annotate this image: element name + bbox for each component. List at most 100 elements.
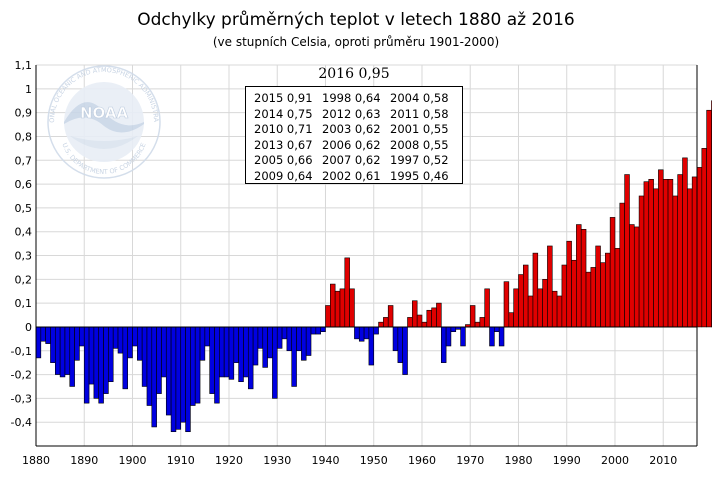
x-tick-label: 2010 <box>649 454 677 467</box>
ranking-entry: 1995 0,46 <box>390 168 449 183</box>
chart-title: Odchylky průměrných teplot v letech 1880… <box>137 10 575 30</box>
bar-1997 <box>600 262 606 328</box>
bar-1882 <box>45 326 51 344</box>
bar-1934 <box>296 326 302 352</box>
bar-1962 <box>431 307 437 328</box>
bar-1947 <box>358 326 365 342</box>
bar-1993 <box>580 229 587 328</box>
bar-1881 <box>40 326 46 342</box>
bar-1897 <box>117 326 124 354</box>
bar-1956 <box>402 326 408 375</box>
bar-1994 <box>585 271 592 328</box>
bar-1932 <box>286 326 293 352</box>
bar-1985 <box>542 279 548 328</box>
bar-1883 <box>50 326 56 363</box>
bar-1905 <box>156 326 162 394</box>
bar-1976 <box>498 326 505 347</box>
bar-1892 <box>93 326 100 399</box>
bar-1917 <box>214 326 220 404</box>
bar-2018 <box>701 148 707 328</box>
bar-1971 <box>474 321 481 328</box>
y-tick-label: 0 <box>25 321 32 334</box>
bar-1974 <box>489 326 495 347</box>
ranking-grid: 2015 0,91 1998 0,64 2004 0,58 2014 0,75 2012… <box>254 91 458 183</box>
bar-1991 <box>571 259 577 328</box>
x-tick-label: 1950 <box>360 454 388 467</box>
ranking-entry: 2005 0,66 <box>254 153 313 167</box>
bar-1895 <box>108 326 114 383</box>
bar-1907 <box>165 326 172 416</box>
bar-2013 <box>677 174 683 328</box>
bar-1980 <box>518 274 524 328</box>
x-tick-label: 1900 <box>118 454 146 467</box>
bar-1998 <box>605 252 611 328</box>
bar-2000 <box>614 248 621 328</box>
y-tick-label: 0,9 <box>15 107 33 120</box>
bar-1964 <box>440 326 447 363</box>
ranking-entry: 2010 0,71 <box>254 122 313 136</box>
y-tick-label: 0,2 <box>15 273 33 286</box>
bar-1915 <box>204 326 210 347</box>
x-tick-label: 1980 <box>504 454 532 467</box>
x-tick-label: 1970 <box>456 454 484 467</box>
ranking-legend-box: 2015 0,91 1998 0,64 2004 0,58 2014 0,75 2012… <box>245 86 463 184</box>
bar-1921 <box>233 326 239 363</box>
ranking-entry: 2004 0,58 <box>390 91 449 105</box>
bar-1988 <box>556 295 563 328</box>
bar-1939 <box>320 326 326 332</box>
bar-1930 <box>276 326 283 349</box>
ranking-entry: 2007 0,62 <box>322 153 381 167</box>
bar-1880 <box>35 326 42 359</box>
y-tick-label: 1 <box>25 83 32 96</box>
bar-2014 <box>682 157 688 328</box>
bar-1886 <box>64 326 71 375</box>
bar-2010 <box>662 179 669 328</box>
bar-1918 <box>219 326 225 378</box>
ranking-entry: 1997 0,52 <box>390 153 449 167</box>
bar-1946 <box>354 326 360 340</box>
bar-1996 <box>595 245 601 328</box>
bar-1981 <box>523 264 529 328</box>
bar-1908 <box>170 326 177 433</box>
bar-1919 <box>223 326 230 378</box>
y-tick-label: 0,6 <box>15 178 33 191</box>
bar-1894 <box>103 326 109 394</box>
bar-1983 <box>532 252 539 328</box>
bar-1884 <box>54 326 61 375</box>
bar-1975 <box>494 326 500 332</box>
noaa-logo-watermark: NOAA NATIONAL OCEANIC AND ATMOSPHERIC AD… <box>40 62 161 179</box>
bar-1904 <box>151 326 157 428</box>
bar-1896 <box>112 326 119 349</box>
bar-1952 <box>383 317 389 328</box>
x-tick-label: 1930 <box>263 454 291 467</box>
x-tick-label: 1940 <box>311 454 339 467</box>
bar-2007 <box>648 179 654 328</box>
bar-1926 <box>257 326 264 349</box>
bar-1923 <box>243 326 249 378</box>
bar-1935 <box>301 326 307 361</box>
bar-1914 <box>199 326 206 361</box>
bar-1924 <box>247 326 254 390</box>
y-tick-label: 1,1 <box>15 59 33 72</box>
bar-1940 <box>325 305 331 328</box>
x-tick-label: 2000 <box>601 454 629 467</box>
bar-2011 <box>667 179 674 328</box>
bar-1916 <box>209 326 215 394</box>
x-tick-label: 1880 <box>22 454 50 467</box>
ranking-entry: 2006 0,62 <box>322 137 381 152</box>
ranking-entry: 2009 0,64 <box>254 168 313 183</box>
bar-1928 <box>267 326 273 359</box>
bar-1954 <box>392 326 399 352</box>
ranking-entry: 2008 0,55 <box>390 137 449 152</box>
y-tick-label: 0,3 <box>15 250 33 263</box>
ranking-entry: 2015 0,91 <box>254 91 313 105</box>
bar-1970 <box>469 305 476 328</box>
x-tick-label: 1920 <box>215 454 243 467</box>
bar-1912 <box>190 326 196 406</box>
ranking-entry: 2002 0,61 <box>322 168 381 183</box>
bar-2019 <box>706 109 712 328</box>
bar-2006 <box>643 181 650 328</box>
bar-1982 <box>527 295 534 328</box>
